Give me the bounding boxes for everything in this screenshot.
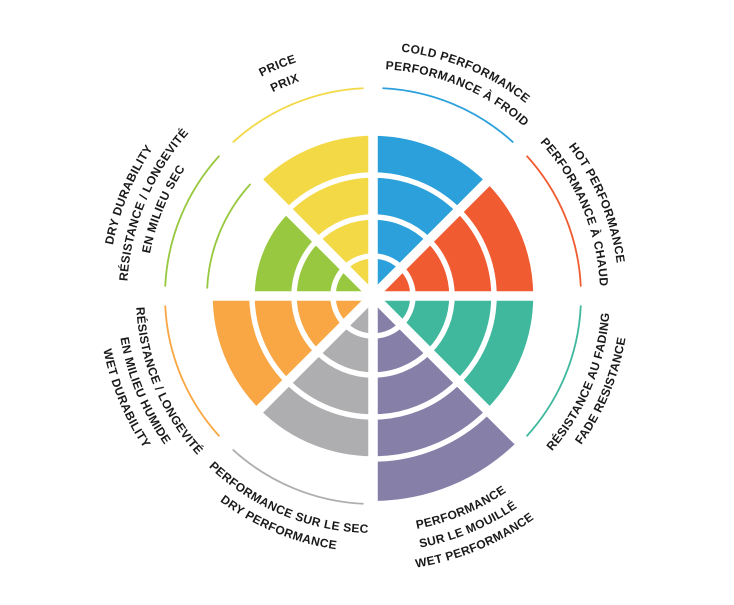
scale-arcs-layer bbox=[164, 87, 582, 505]
wedge-fade-resistance bbox=[373, 296, 536, 412]
separators-layer bbox=[156, 79, 590, 513]
wedge-dry-durability bbox=[252, 210, 373, 296]
scale-arc-wet-durability-ring-5 bbox=[164, 305, 220, 437]
spoke-separator-7 bbox=[216, 139, 377, 300]
wedge-dry-performance bbox=[257, 296, 373, 459]
spoke-separator-5 bbox=[216, 292, 377, 453]
scale-arc-dry-durability-ring-5 bbox=[164, 155, 220, 287]
wedge-hot-performance bbox=[373, 180, 537, 296]
wedge-price bbox=[257, 133, 373, 296]
scale-arc-price-ring-5 bbox=[232, 87, 364, 143]
scale-arc-cold-performance-ring-5 bbox=[382, 87, 514, 143]
spoke-separator-1 bbox=[369, 139, 530, 300]
wedge-cold-performance bbox=[373, 133, 489, 296]
wedge-wet-durability bbox=[210, 296, 373, 412]
wedges-layer bbox=[210, 133, 537, 501]
scale-arc-dry-durability-ring-4 bbox=[206, 183, 251, 289]
scale-arc-hot-performance-ring-5 bbox=[526, 155, 582, 287]
scale-arc-dry-performance-ring-5 bbox=[232, 449, 364, 505]
spoke-separator-3 bbox=[369, 292, 530, 453]
scale-arc-fade-resistance-ring-5 bbox=[526, 305, 582, 437]
wedge-wet-performance bbox=[373, 296, 518, 501]
